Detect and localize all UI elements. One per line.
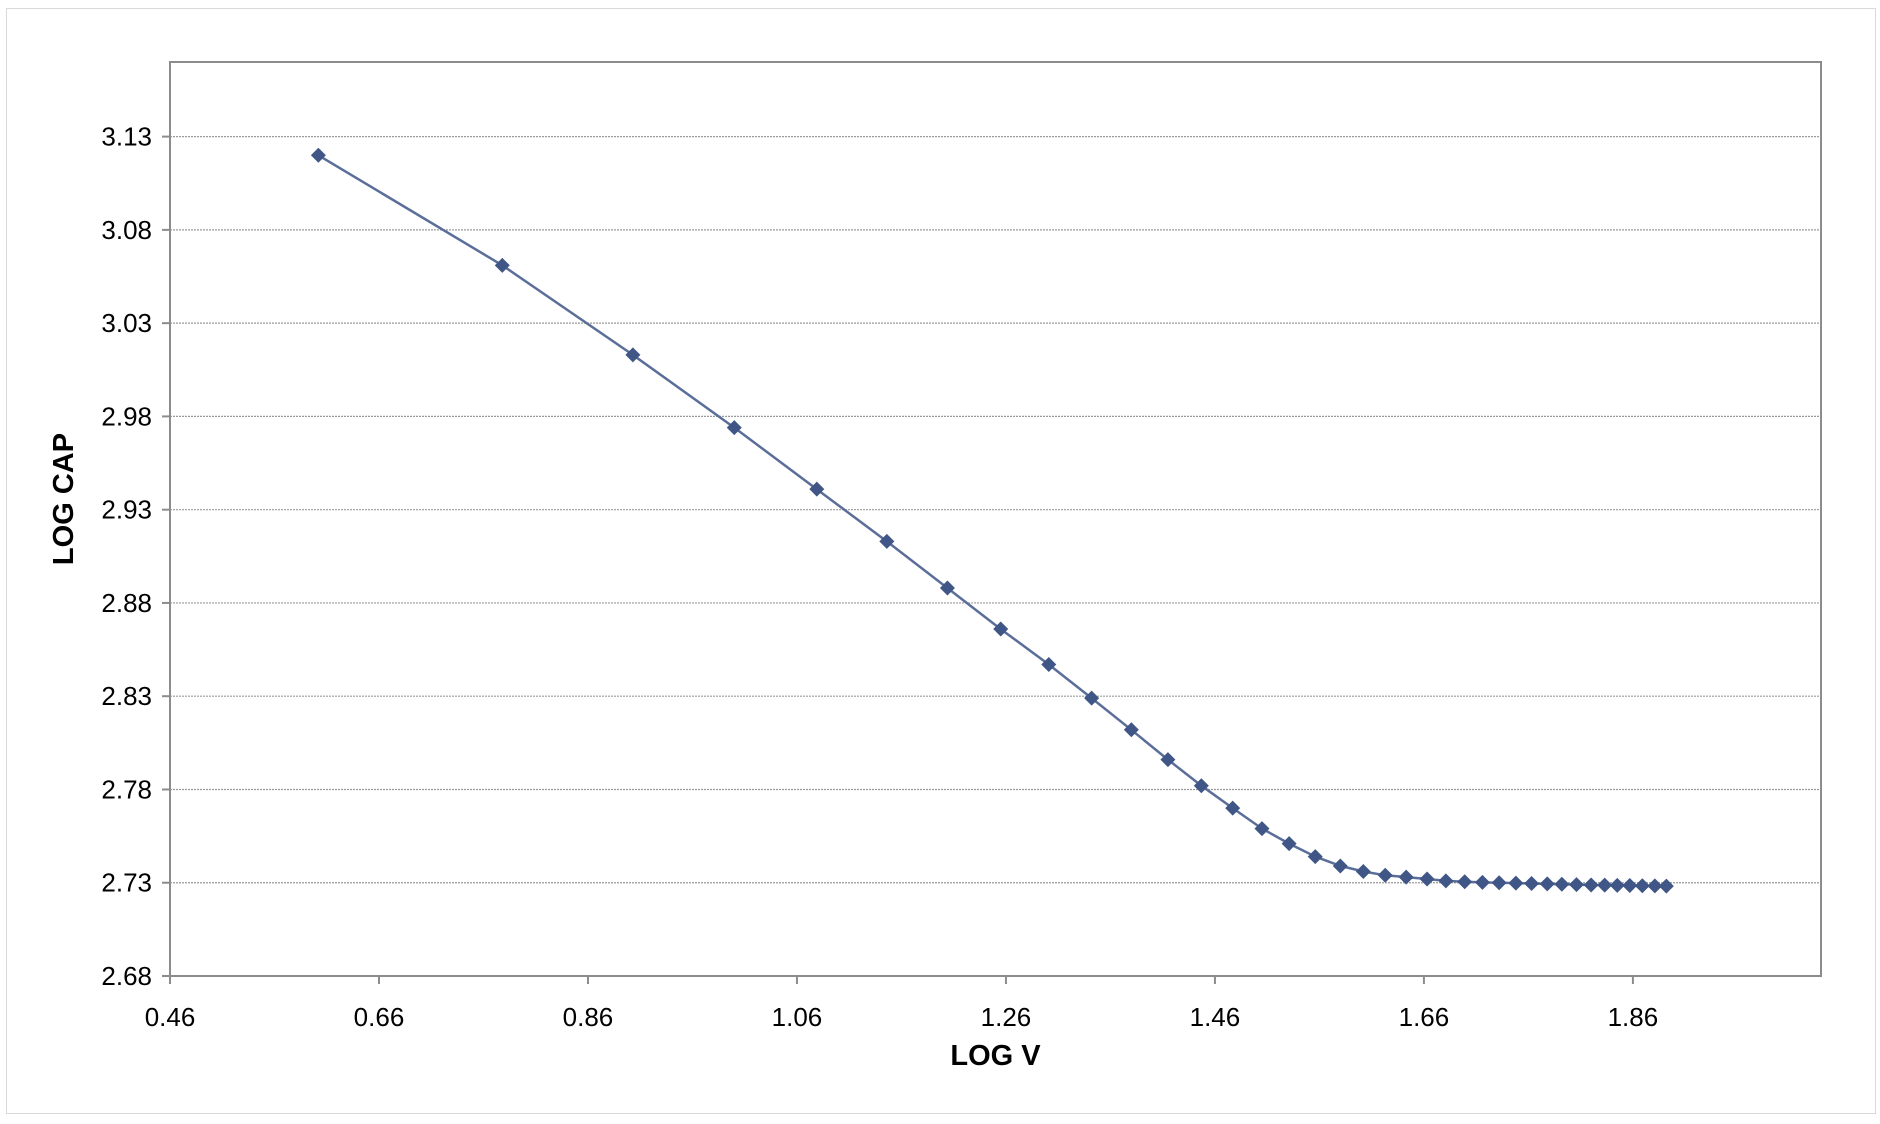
data-point-marker: [726, 420, 742, 436]
data-point-marker: [1332, 858, 1348, 874]
data-point-marker: [1554, 876, 1570, 892]
series-line: [317, 154, 1667, 888]
y-tick-label: 2.68: [101, 961, 152, 991]
data-point-marker: [1609, 877, 1625, 893]
y-axis-ticks: 2.68 2.73 2.78 2.83 2.88 2.93 2.98 3.03 3.08 3.13: [101, 122, 170, 991]
data-point-marker: [1539, 876, 1555, 892]
gridlines: [170, 136, 1821, 884]
line-chart: 2.68 2.73 2.78 2.83 2.88 2.93 2.98 3.03 3.08 3.13…: [48, 61, 1822, 1072]
data-point-marker: [1634, 878, 1650, 894]
x-tick-label: 1.26: [981, 1002, 1032, 1032]
data-point-marker: [1524, 875, 1540, 891]
data-point-marker: [993, 621, 1009, 637]
x-tick-label: 0.66: [354, 1002, 405, 1032]
data-point-marker: [1583, 877, 1599, 893]
data-point-marker: [1307, 849, 1323, 865]
x-tick-label: 0.86: [563, 1002, 614, 1032]
data-point-marker: [1281, 836, 1297, 852]
data-point-marker: [1568, 877, 1584, 893]
x-tick-label: 1.46: [1190, 1002, 1241, 1032]
data-point-marker: [1355, 864, 1371, 880]
data-point-marker: [1225, 800, 1241, 816]
y-tick-label: 3.08: [101, 215, 152, 245]
data-point-marker: [1398, 869, 1414, 885]
y-tick-label: 2.88: [101, 588, 152, 618]
data-point-marker: [1377, 867, 1393, 883]
data-point-marker: [939, 580, 955, 596]
series-markers: [310, 147, 1674, 894]
data-point-marker: [625, 347, 641, 363]
y-tick-label: 3.13: [101, 122, 152, 152]
data-point-marker: [1254, 821, 1270, 837]
data-point-marker: [1647, 878, 1663, 894]
data-point-marker: [1508, 875, 1524, 891]
plot-area: [169, 61, 1822, 977]
y-axis-title: LOG CAP: [48, 433, 80, 565]
data-point-marker: [1491, 875, 1507, 891]
y-tick-label: 2.78: [101, 774, 152, 804]
y-tick-label: 2.98: [101, 401, 152, 431]
data-point-marker: [879, 533, 895, 549]
data-point-marker: [1474, 874, 1490, 890]
x-tick-label: 1.66: [1399, 1002, 1450, 1032]
data-point-marker: [1193, 778, 1209, 794]
x-tick-label: 1.86: [1608, 1002, 1659, 1032]
chart-frame: 2.68 2.73 2.78 2.83 2.88 2.93 2.98 3.03 3.08 3.13…: [6, 8, 1876, 1114]
data-point-marker: [1084, 690, 1100, 706]
x-tick-label: 0.46: [145, 1002, 196, 1032]
y-tick-label: 3.03: [101, 308, 152, 338]
y-tick-label: 2.93: [101, 495, 152, 525]
data-point-marker: [809, 481, 825, 497]
data-point-marker: [494, 257, 510, 273]
data-point-marker: [1622, 878, 1638, 894]
y-tick-label: 2.73: [101, 868, 152, 898]
data-point-marker: [310, 147, 326, 163]
data-point-marker: [1658, 878, 1674, 894]
data-point-marker: [1597, 877, 1613, 893]
x-axis-ticks: 0.46 0.66 0.86 1.06 1.26 1.46 1.66 1.86: [145, 976, 1659, 1032]
data-point-marker: [1041, 656, 1057, 672]
y-tick-label: 2.83: [101, 681, 152, 711]
x-axis-title: LOG V: [950, 1040, 1041, 1072]
data-point-marker: [1419, 871, 1435, 887]
data-point-marker: [1457, 874, 1473, 890]
data-point-marker: [1160, 752, 1176, 768]
data-point-marker: [1438, 873, 1454, 889]
data-point-marker: [1123, 722, 1139, 738]
x-tick-label: 1.06: [772, 1002, 823, 1032]
